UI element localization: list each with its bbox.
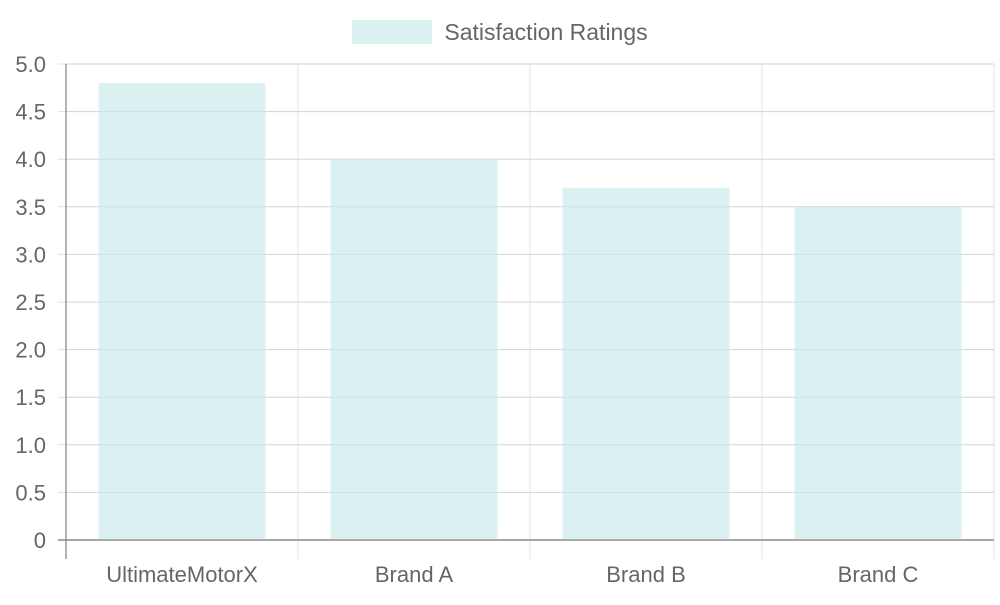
y-tick-label: 1.0 — [15, 433, 46, 458]
x-tick-label: Brand B — [606, 562, 686, 587]
x-tick-label: UltimateMotorX — [106, 562, 258, 587]
legend-swatch — [352, 20, 433, 44]
bar — [98, 83, 266, 540]
y-tick-label: 5.0 — [15, 52, 46, 77]
y-tick-label: 1.5 — [15, 385, 46, 410]
x-tick-label: Brand A — [375, 562, 454, 587]
y-tick-label: 2.5 — [15, 290, 46, 315]
legend-label: Satisfaction Ratings — [444, 18, 648, 45]
y-tick-label: 4.0 — [15, 147, 46, 172]
y-tick-label: 0 — [34, 528, 46, 553]
y-tick-label: 4.5 — [15, 100, 46, 125]
bar — [330, 159, 498, 540]
y-tick-label: 3.0 — [15, 242, 46, 267]
y-tick-label: 0.5 — [15, 480, 46, 505]
x-tick-label: Brand C — [838, 562, 919, 587]
y-tick-label: 3.5 — [15, 195, 46, 220]
bar — [562, 187, 730, 540]
legend[interactable]: Satisfaction Ratings — [0, 17, 1000, 47]
bar — [794, 206, 962, 541]
y-tick-label: 2.0 — [15, 338, 46, 363]
